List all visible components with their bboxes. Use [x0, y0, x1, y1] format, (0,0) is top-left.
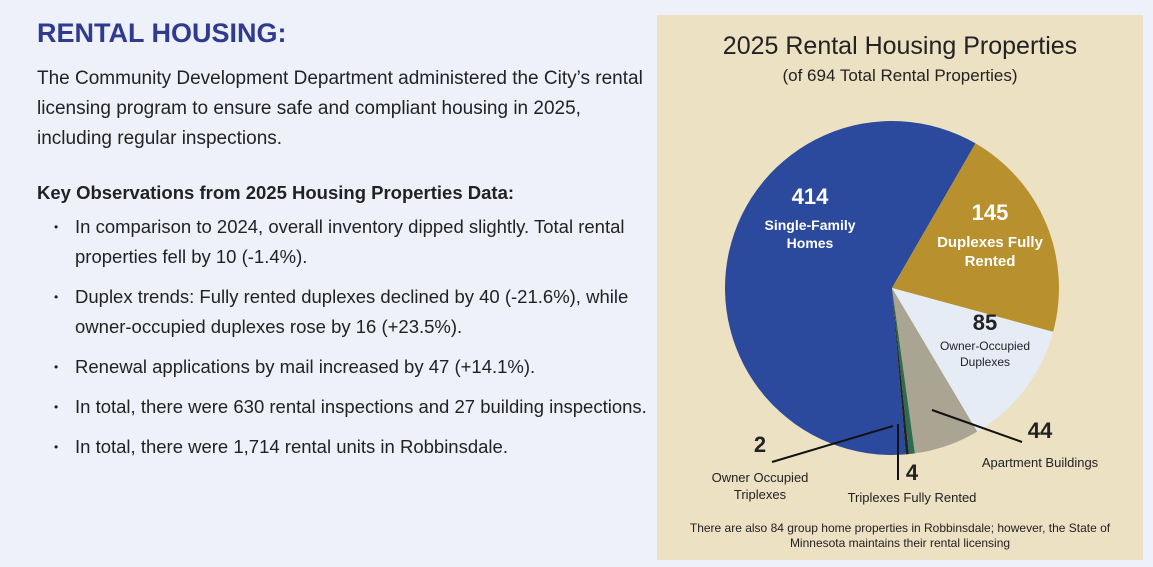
category-label: Owner-Occupied Duplexes [939, 339, 1031, 369]
leader-line [931, 409, 1023, 443]
chart-note: There are also 84 group home properties … [689, 521, 1111, 550]
data-label: 145 [971, 200, 1009, 225]
heading: RENTAL HOUSING: [37, 18, 287, 48]
observations-title: Key Observations from 2025 Housing Prope… [37, 182, 515, 203]
intro: The Community Development Department adm… [37, 68, 643, 149]
pie-slice [892, 288, 1054, 432]
pie-slice [892, 143, 1059, 332]
observation: In total, there were 630 rental inspecti… [50, 392, 650, 422]
observation: In total, there were 1,714 rental units … [50, 432, 650, 462]
data-label: 2 [753, 432, 767, 457]
data-label: 85 [972, 310, 998, 335]
chart-title: 2025 Rental Housing Properties [722, 32, 1078, 60]
observation: Duplex trends: Fully rented duplexes dec… [50, 282, 650, 342]
pie-slice [892, 288, 909, 455]
data-label: 4 [905, 460, 919, 485]
leader-line [771, 425, 894, 463]
chart-subtitle: (of 694 Total Rental Properties) [782, 66, 1018, 85]
pie-slice [892, 288, 978, 454]
category-label: Owner Occupied Triplexes [711, 470, 809, 502]
observations: In comparison to 2024, overall inventory… [50, 212, 650, 472]
data-label: 44 [1027, 418, 1053, 443]
category-label: Apartment Buildings [981, 455, 1099, 470]
observation: Renewal applications by mail increased b… [50, 352, 650, 382]
leader-lines [771, 409, 1023, 480]
category-label: Triplexes Fully Rented [847, 490, 977, 505]
pie-slice [892, 288, 915, 455]
category-label: Single-Family Homes [764, 217, 856, 251]
observation: In comparison to 2024, overall inventory… [50, 212, 650, 272]
data-label: 414 [791, 184, 829, 209]
category-label: Duplexes Fully Rented [937, 234, 1043, 270]
pie-slice [725, 121, 976, 456]
